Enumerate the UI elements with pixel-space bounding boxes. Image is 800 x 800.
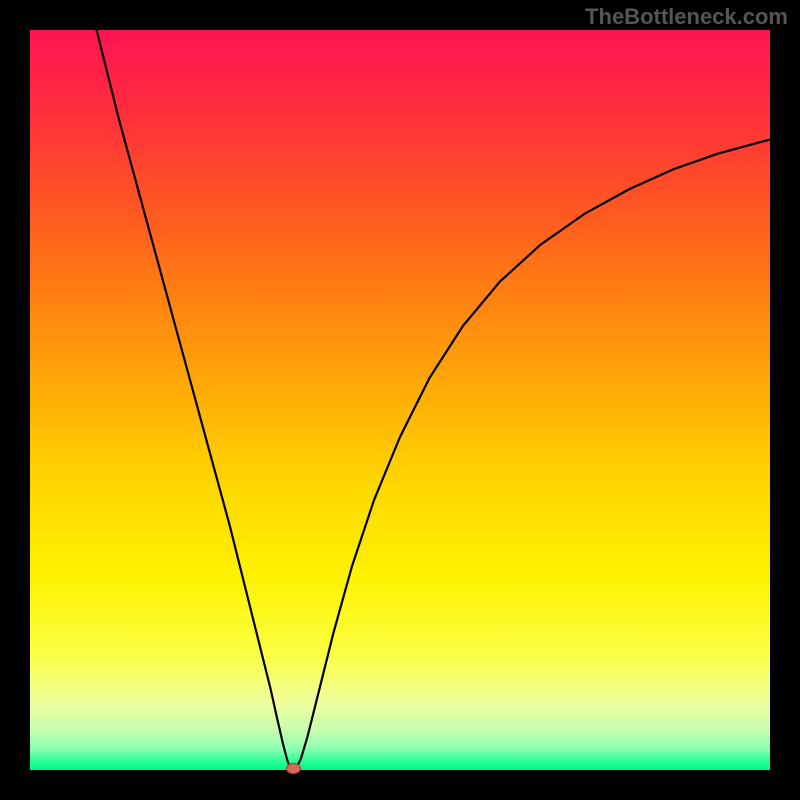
- chart-container: TheBottleneck.com: [0, 0, 800, 800]
- optimal-marker: [286, 764, 300, 774]
- watermark-text: TheBottleneck.com: [585, 4, 788, 30]
- bottleneck-chart: [0, 0, 800, 800]
- plot-background: [30, 30, 770, 770]
